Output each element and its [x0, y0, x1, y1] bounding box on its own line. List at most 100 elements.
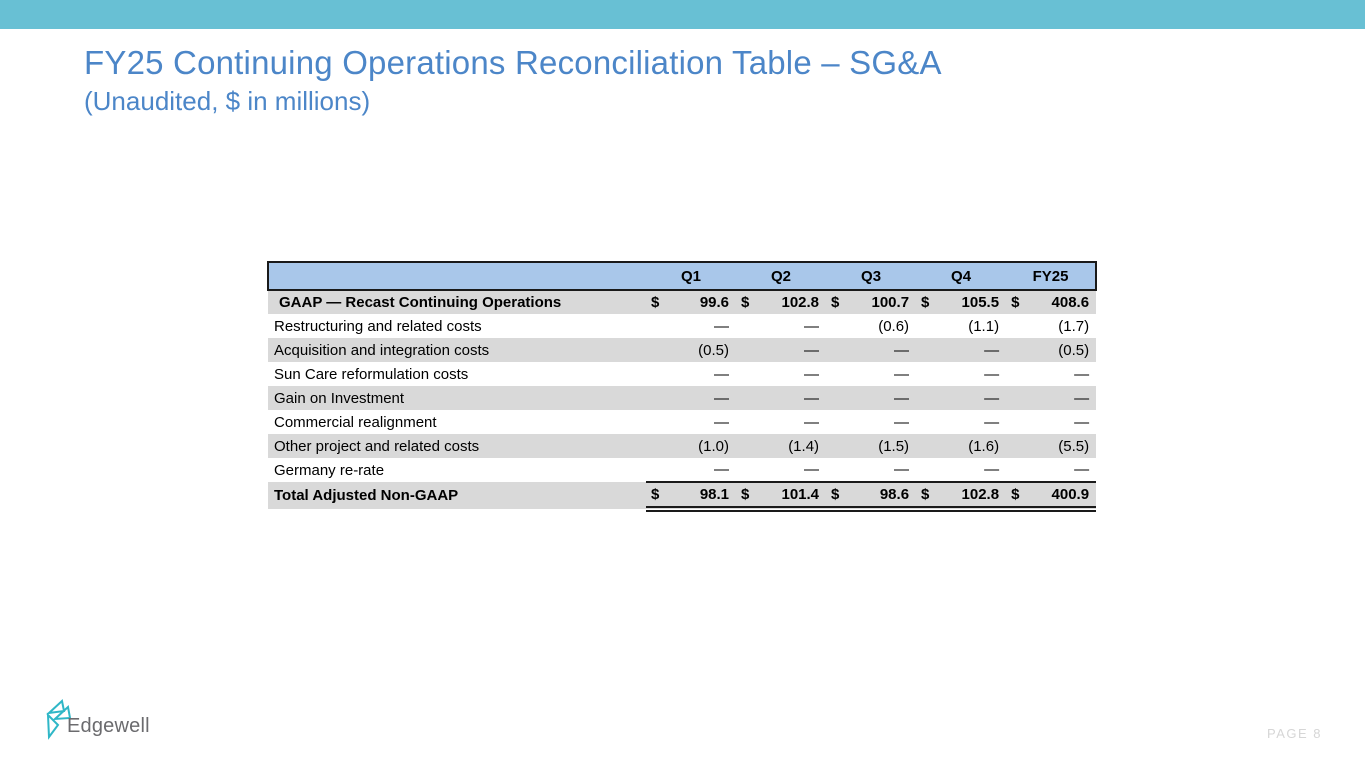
cell-value: (1.1)	[968, 317, 1000, 335]
page-number: PAGE 8	[1266, 726, 1322, 741]
currency-symbol	[736, 434, 763, 458]
column-header-q3: Q3	[826, 261, 917, 291]
row-label: Germany re-rate	[274, 461, 385, 479]
cell-value: —	[714, 461, 730, 478]
cell-value: 101.4	[762, 481, 827, 512]
cell-value: —	[984, 365, 1000, 383]
row-label: Sun Care reformulation costs	[274, 365, 469, 383]
edgewell-logo-text: Edgewell	[67, 715, 150, 737]
table-body: GAAP — Recast Continuing Operations $99.6…	[268, 290, 1097, 512]
currency-symbol	[916, 338, 943, 362]
cell-value: —	[942, 338, 1007, 362]
currency-symbol	[916, 314, 942, 338]
currency-symbol: $	[916, 481, 943, 512]
cell-value: —	[1074, 365, 1090, 383]
column-header-q1: Q1	[646, 261, 737, 291]
edgewell-bird-icon	[45, 699, 72, 740]
currency-symbol	[1006, 458, 1032, 482]
cell-value: —	[714, 365, 730, 383]
cell-value: —	[762, 386, 827, 410]
cell-value: (1.6)	[942, 434, 1007, 458]
currency-symbol	[646, 458, 672, 482]
currency-symbol	[916, 386, 943, 410]
currency-symbol	[916, 362, 942, 386]
cell-value: —	[984, 413, 1000, 431]
currency-symbol	[736, 314, 762, 338]
row-label: GAAP — Recast Continuing Operations	[268, 290, 646, 314]
cell-value: —	[894, 365, 910, 383]
cell-value: —	[804, 365, 820, 383]
cell-value: (5.5)	[1032, 434, 1097, 458]
currency-symbol	[1006, 410, 1032, 434]
currency-symbol	[1006, 386, 1033, 410]
cell-value: —	[894, 413, 910, 431]
row-label: Other project and related costs	[268, 434, 646, 458]
currency-symbol	[736, 362, 762, 386]
cell-value: —	[804, 461, 820, 478]
currency-symbol	[1006, 434, 1033, 458]
currency-symbol	[916, 434, 943, 458]
cell-value: —	[1074, 461, 1090, 478]
row-label: Commercial realignment	[274, 413, 437, 431]
currency-symbol: $	[646, 290, 672, 314]
cell-value: —	[714, 413, 730, 431]
row-label: Gain on Investment	[268, 386, 646, 410]
currency-symbol	[826, 434, 853, 458]
cell-value: 102.8	[762, 290, 827, 314]
column-header-fy25: FY25	[1006, 261, 1098, 291]
table-row: Gain on Investment — — — — —	[268, 386, 1097, 410]
table-row: Restructuring and related costs — — (0.6) (1…	[268, 314, 1096, 338]
table-row: Other project and related costs (1.0) (1.4…	[268, 434, 1097, 458]
column-header-empty	[267, 261, 646, 291]
cell-value: —	[1032, 386, 1097, 410]
currency-symbol	[826, 386, 853, 410]
cell-value: —	[714, 317, 730, 335]
cell-value: (1.4)	[762, 434, 827, 458]
cell-value: 98.1	[672, 481, 737, 512]
currency-symbol	[736, 410, 762, 434]
cell-value: —	[894, 461, 910, 478]
table-header-row: Q1 Q2 Q3 Q4 FY25	[267, 261, 1098, 291]
page-subtitle: (Unaudited, $ in millions)	[84, 86, 371, 117]
cell-value: —	[984, 461, 1000, 478]
currency-symbol: $	[826, 290, 853, 314]
column-header-q4: Q4	[916, 261, 1007, 291]
cell-value: —	[852, 386, 917, 410]
row-label: Total Adjusted Non-GAAP	[268, 482, 646, 509]
table-row: Sun Care reformulation costs — — — — —	[268, 362, 1096, 386]
cell-value: 105.5	[942, 290, 1007, 314]
currency-symbol: $	[1006, 481, 1033, 512]
currency-symbol	[826, 338, 853, 362]
currency-symbol	[646, 314, 672, 338]
row-label: Restructuring and related costs	[274, 317, 482, 335]
reconciliation-table: Q1 Q2 Q3 Q4 FY25 GAAP — Recast Continuing Op…	[267, 261, 1098, 512]
table-row: GAAP — Recast Continuing Operations $99.6…	[268, 290, 1097, 314]
cell-value: 400.9	[1032, 481, 1097, 512]
cell-value: 99.6	[672, 290, 737, 314]
currency-symbol	[1006, 338, 1033, 362]
currency-symbol	[826, 458, 852, 482]
currency-symbol: $	[826, 481, 853, 512]
currency-symbol: $	[916, 290, 943, 314]
currency-symbol	[826, 410, 852, 434]
currency-symbol	[826, 314, 852, 338]
table-row: Germany re-rate — — — — —	[268, 458, 1096, 482]
edgewell-logo: Edgewell	[44, 698, 204, 744]
cell-value: (0.6)	[878, 317, 910, 335]
cell-value: (1.7)	[1058, 317, 1090, 335]
cell-value: 408.6	[1032, 290, 1097, 314]
cell-value: —	[762, 338, 827, 362]
table-row: Acquisition and integration costs (0.5) — —…	[268, 338, 1097, 362]
table-row: Commercial realignment — — — — —	[268, 410, 1096, 434]
cell-value: 102.8	[942, 481, 1007, 512]
cell-value: —	[852, 338, 917, 362]
currency-symbol	[736, 386, 763, 410]
table-row: Total Adjusted Non-GAAP $98.1 $101.4 $98.6 $…	[268, 481, 1097, 512]
column-header-q2: Q2	[736, 261, 827, 291]
currency-symbol	[916, 410, 942, 434]
page-title: FY25 Continuing Operations Reconciliatio…	[84, 44, 942, 81]
row-label: Acquisition and integration costs	[268, 338, 646, 362]
slide-header: FY25 Continuing Operations Reconciliatio…	[84, 42, 942, 117]
currency-symbol	[646, 362, 672, 386]
